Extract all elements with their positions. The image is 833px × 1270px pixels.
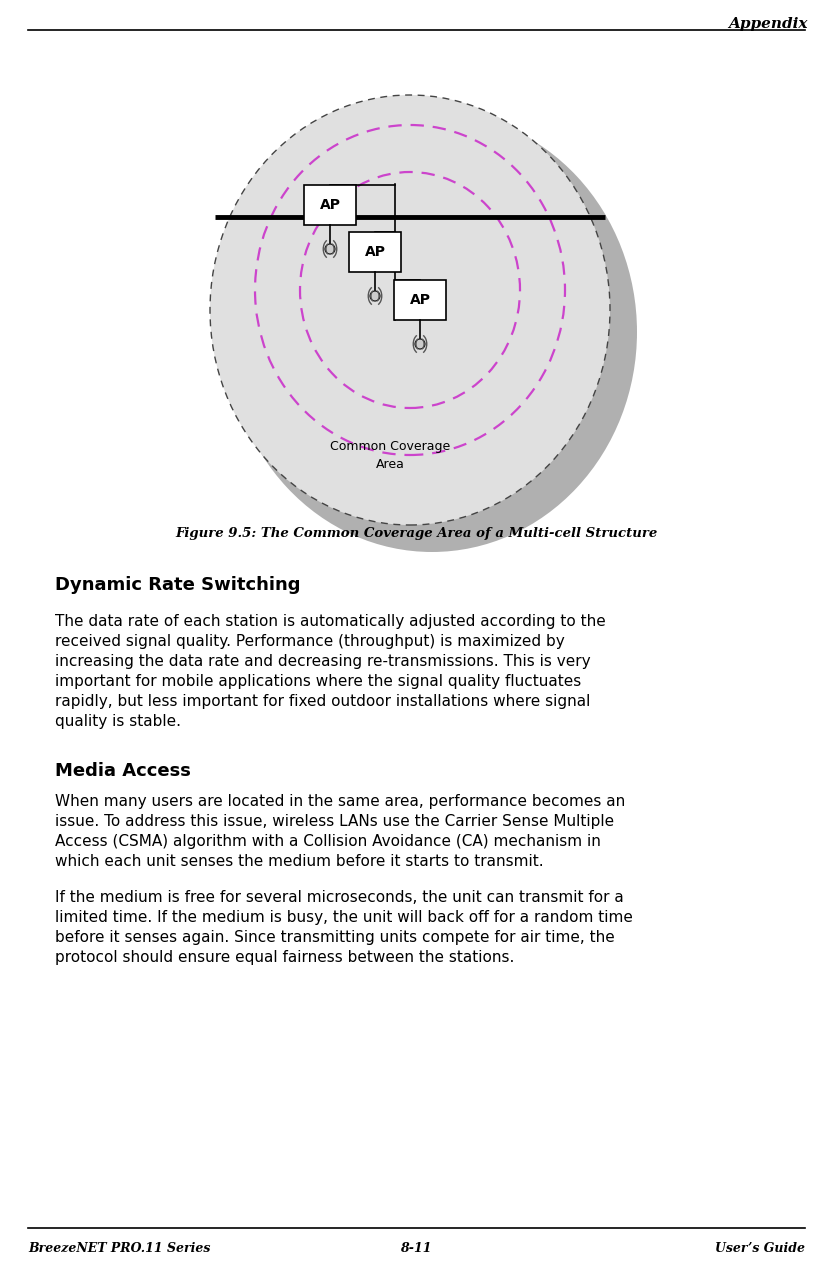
Text: User’s Guide: User’s Guide: [715, 1242, 805, 1255]
Text: which each unit senses the medium before it starts to transmit.: which each unit senses the medium before…: [55, 853, 544, 869]
Text: Media Access: Media Access: [55, 762, 191, 780]
Text: issue. To address this issue, wireless LANs use the Carrier Sense Multiple: issue. To address this issue, wireless L…: [55, 814, 614, 829]
Text: received signal quality. Performance (throughput) is maximized by: received signal quality. Performance (th…: [55, 634, 565, 649]
Text: AP: AP: [410, 293, 431, 307]
Text: important for mobile applications where the signal quality fluctuates: important for mobile applications where …: [55, 674, 581, 690]
Text: AP: AP: [365, 245, 386, 259]
FancyBboxPatch shape: [349, 232, 401, 272]
Text: protocol should ensure equal fairness between the stations.: protocol should ensure equal fairness be…: [55, 950, 514, 965]
Text: Figure 9.5: The Common Coverage Area of a Multi-cell Structure: Figure 9.5: The Common Coverage Area of …: [175, 527, 657, 540]
Text: quality is stable.: quality is stable.: [55, 714, 181, 729]
Text: The data rate of each station is automatically adjusted according to the: The data rate of each station is automat…: [55, 613, 606, 629]
Ellipse shape: [210, 95, 610, 525]
Text: If the medium is free for several microseconds, the unit can transmit for a: If the medium is free for several micros…: [55, 890, 624, 906]
Circle shape: [370, 291, 380, 301]
Text: 8-11: 8-11: [400, 1242, 431, 1255]
Text: When many users are located in the same area, performance becomes an: When many users are located in the same …: [55, 794, 626, 809]
FancyBboxPatch shape: [394, 279, 446, 320]
FancyBboxPatch shape: [304, 185, 356, 225]
Text: Appendix: Appendix: [729, 17, 808, 30]
Text: increasing the data rate and decreasing re-transmissions. This is very: increasing the data rate and decreasing …: [55, 654, 591, 669]
Text: BreezeNET PRO.11 Series: BreezeNET PRO.11 Series: [28, 1242, 211, 1255]
Text: Common Coverage
Area: Common Coverage Area: [330, 439, 450, 471]
Text: before it senses again. Since transmitting units compete for air time, the: before it senses again. Since transmitti…: [55, 930, 615, 945]
Ellipse shape: [227, 112, 637, 552]
Circle shape: [325, 244, 335, 254]
Text: Access (CSMA) algorithm with a Collision Avoidance (CA) mechanism in: Access (CSMA) algorithm with a Collision…: [55, 834, 601, 850]
Text: rapidly, but less important for fixed outdoor installations where signal: rapidly, but less important for fixed ou…: [55, 693, 591, 709]
Text: AP: AP: [320, 198, 341, 212]
Text: limited time. If the medium is busy, the unit will back off for a random time: limited time. If the medium is busy, the…: [55, 911, 633, 925]
Circle shape: [415, 339, 425, 349]
Text: Dynamic Rate Switching: Dynamic Rate Switching: [55, 577, 301, 594]
